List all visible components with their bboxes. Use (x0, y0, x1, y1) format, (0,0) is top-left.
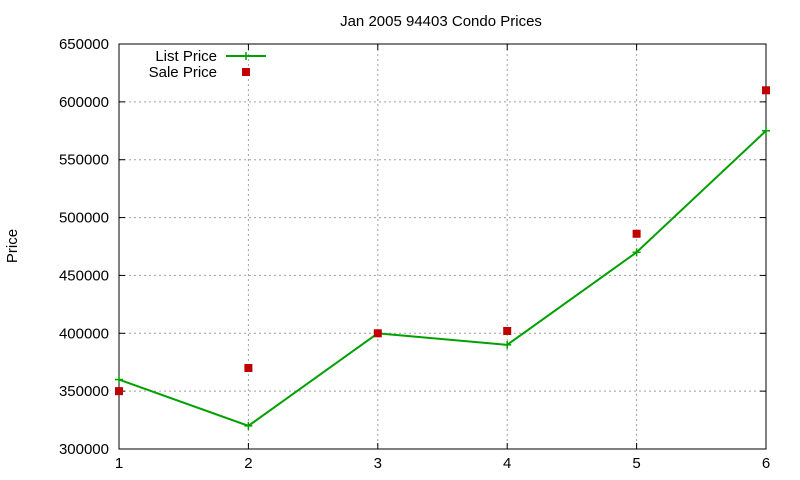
x-tick-label: 4 (503, 455, 511, 472)
list-price-point (244, 421, 253, 430)
legend-swatch-marker (242, 68, 250, 76)
y-tick-label: 600000 (59, 94, 109, 111)
plot-series (115, 86, 770, 430)
y-tick-label: 500000 (59, 210, 109, 227)
y-tick-label: 350000 (59, 383, 109, 400)
x-tick-label: 6 (762, 455, 770, 472)
sale-price-point (632, 229, 641, 238)
x-tick-label: 5 (632, 455, 640, 472)
legend-swatch-marker (242, 52, 250, 60)
list-price-point (632, 248, 641, 257)
y-tick-label: 650000 (59, 36, 109, 53)
y-tick-label: 400000 (59, 325, 109, 342)
grid (119, 44, 766, 449)
chart-title: Jan 2005 94403 Condo Prices (340, 13, 542, 30)
list-price-point (115, 375, 123, 384)
axis-ticks: 300000 350000 400000 450000 500000 550000 6000… (59, 36, 770, 472)
sale-price-point (373, 329, 382, 338)
plot-frame (118, 43, 767, 450)
x-tick-label: 2 (244, 455, 252, 472)
list-price-line (118, 130, 767, 427)
list-price-point (503, 340, 512, 349)
list-price-point (762, 126, 770, 135)
legend-label: Sale Price (149, 64, 217, 81)
x-tick-label: 1 (115, 455, 123, 472)
legend-label: List Price (155, 48, 217, 65)
y-tick-label: 450000 (59, 267, 109, 284)
sale-price-point (503, 326, 512, 335)
sale-price-point (115, 387, 123, 396)
sale-price-point (762, 86, 770, 95)
y-tick-label: 550000 (59, 152, 109, 169)
x-tick-label: 3 (374, 455, 382, 472)
y-axis-label: Price (4, 229, 21, 263)
sale-price-point (244, 364, 253, 372)
y-tick-label: 300000 (59, 441, 109, 458)
